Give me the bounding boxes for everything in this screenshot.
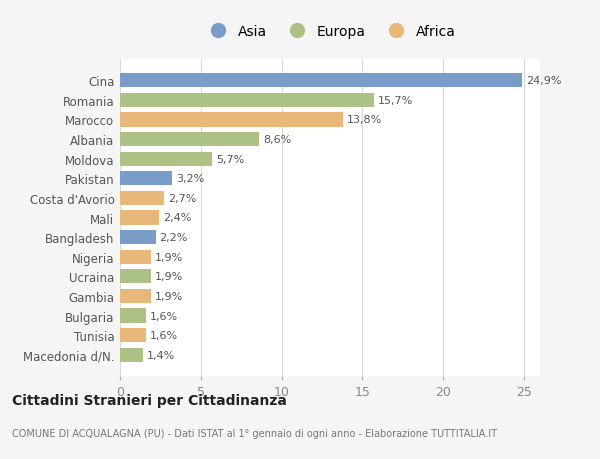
Text: 2,2%: 2,2% xyxy=(160,233,188,242)
Text: 2,4%: 2,4% xyxy=(163,213,191,223)
Text: 15,7%: 15,7% xyxy=(377,95,413,106)
Text: COMUNE DI ACQUALAGNA (PU) - Dati ISTAT al 1° gennaio di ogni anno - Elaborazione: COMUNE DI ACQUALAGNA (PU) - Dati ISTAT a… xyxy=(12,428,497,438)
Bar xyxy=(120,113,343,127)
Bar xyxy=(120,328,146,342)
Bar xyxy=(120,152,212,167)
Text: 1,6%: 1,6% xyxy=(150,311,178,321)
Bar xyxy=(120,230,155,245)
Text: 1,4%: 1,4% xyxy=(146,350,175,360)
Bar xyxy=(120,191,164,206)
Legend: Asia, Europa, Africa: Asia, Europa, Africa xyxy=(199,19,461,44)
Text: 2,7%: 2,7% xyxy=(167,194,196,203)
Text: 13,8%: 13,8% xyxy=(347,115,382,125)
Bar xyxy=(120,172,172,186)
Bar xyxy=(120,250,151,264)
Bar xyxy=(120,348,143,362)
Text: 5,7%: 5,7% xyxy=(216,154,244,164)
Bar xyxy=(120,94,374,108)
Bar xyxy=(120,309,146,323)
Text: 1,9%: 1,9% xyxy=(155,252,183,262)
Bar xyxy=(120,133,259,147)
Text: 1,9%: 1,9% xyxy=(155,291,183,301)
Bar xyxy=(120,74,522,88)
Bar xyxy=(120,269,151,284)
Text: 1,6%: 1,6% xyxy=(150,330,178,341)
Text: 3,2%: 3,2% xyxy=(176,174,204,184)
Bar xyxy=(120,211,159,225)
Text: 8,6%: 8,6% xyxy=(263,135,291,145)
Bar xyxy=(120,289,151,303)
Text: 1,9%: 1,9% xyxy=(155,272,183,282)
Text: 24,9%: 24,9% xyxy=(526,76,562,86)
Text: Cittadini Stranieri per Cittadinanza: Cittadini Stranieri per Cittadinanza xyxy=(12,393,287,407)
